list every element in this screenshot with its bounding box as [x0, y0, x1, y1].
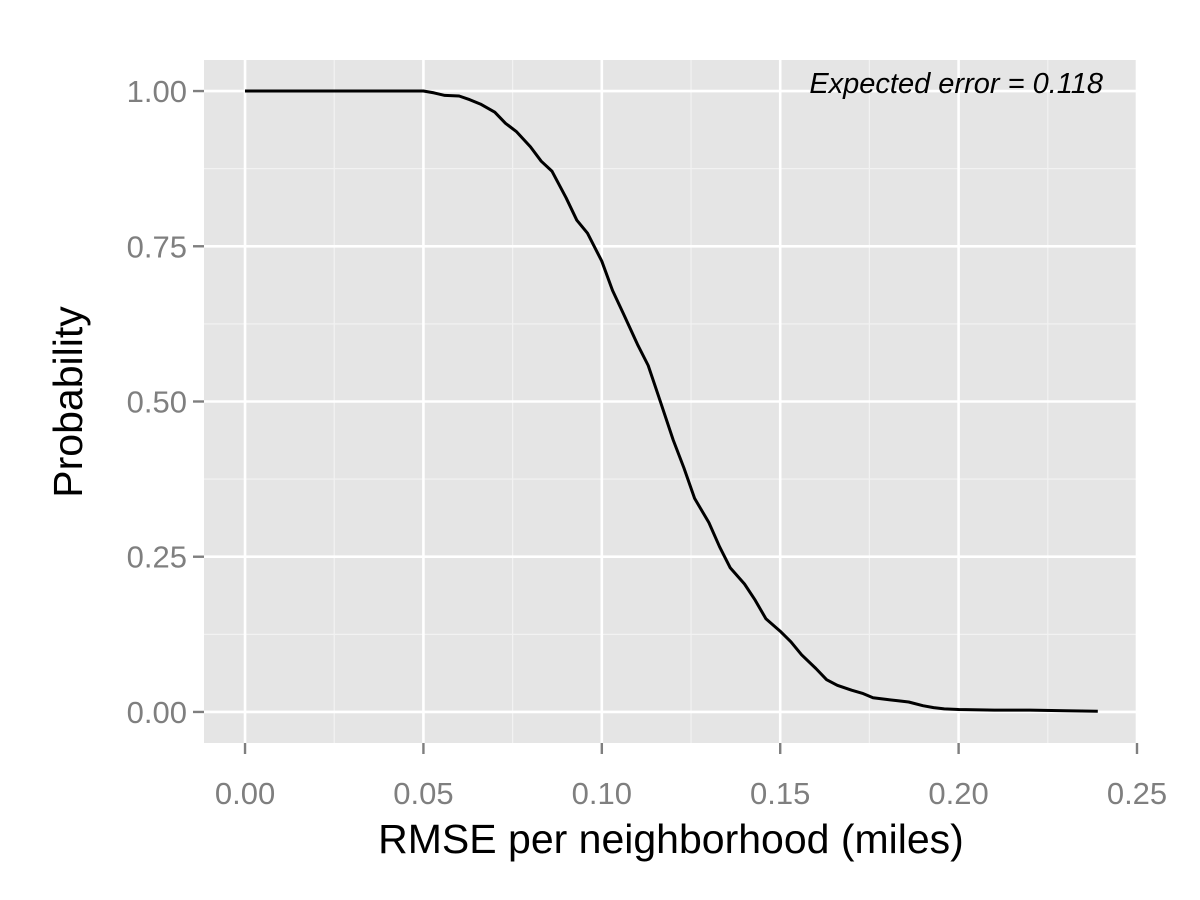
x-axis-title: RMSE per neighborhood (miles)	[378, 816, 964, 862]
expected-error-annotation: Expected error = 0.118	[809, 68, 1103, 100]
y-axis-title: Probability	[45, 306, 91, 498]
x-tick-label: 0.10	[572, 776, 632, 811]
x-tick-label: 0.20	[928, 776, 988, 811]
probability-curve	[245, 89, 1098, 713]
y-tick-label: 0.00	[127, 695, 187, 730]
x-axis: 0.00 0.05 0.10 0.15 0.20 0.25	[215, 743, 1167, 811]
x-tick-label: 0.25	[1107, 776, 1167, 811]
x-tick-label: 0.00	[215, 776, 275, 811]
y-tick-label: 0.25	[127, 540, 187, 575]
y-axis: 0.00 0.25 0.50 0.75 1.00	[127, 74, 204, 730]
y-tick-label: 0.75	[127, 229, 187, 264]
x-tick-label: 0.15	[750, 776, 810, 811]
y-tick-label: 0.50	[127, 385, 187, 420]
x-tick-label: 0.05	[393, 776, 453, 811]
major-grid	[204, 60, 1139, 743]
y-tick-label: 1.00	[127, 74, 187, 109]
